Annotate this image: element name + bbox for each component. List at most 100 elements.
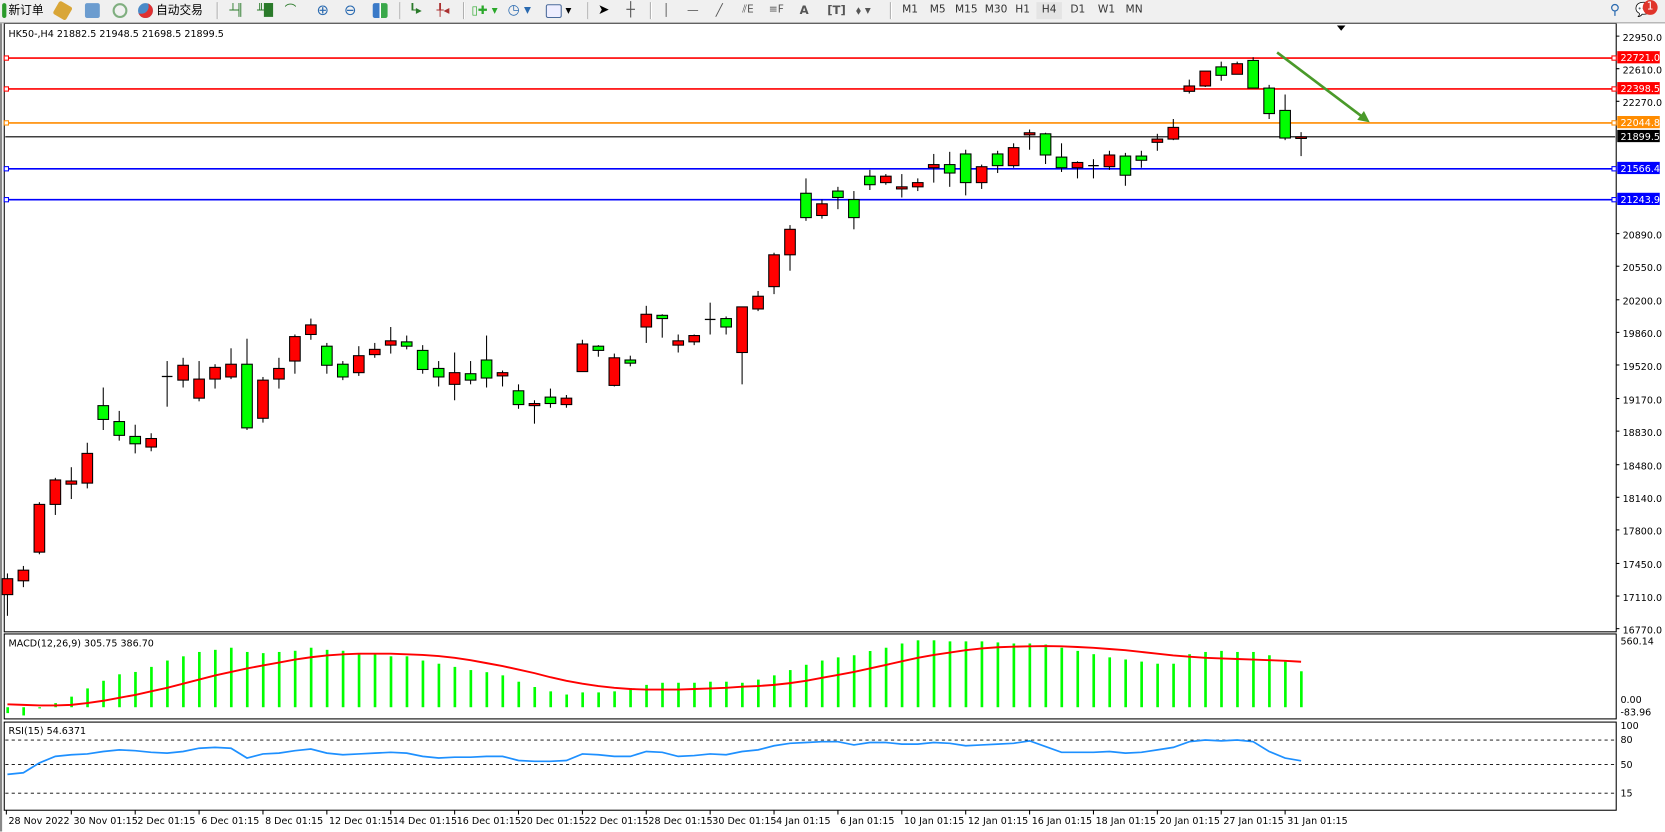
macd-panel-frame[interactable] [3,633,1617,720]
candle-body [640,313,653,328]
candle-body [864,175,876,186]
candle-body [512,390,525,406]
timeframe-w1[interactable]: W1 [1097,4,1116,16]
candle [352,346,365,376]
macd-histogram-bar [405,656,409,708]
macd-histogram-bar [948,641,952,708]
macd-histogram-bar [868,651,872,708]
timeframe-m15[interactable]: M15 [954,4,978,16]
zoom-in-button[interactable]: ⊕ [316,2,328,19]
candle [225,348,237,380]
candle [129,424,142,454]
candle [65,467,78,500]
line-handle-left[interactable] [3,166,10,172]
line-handle-right[interactable] [1611,55,1617,61]
auto-scroll-button[interactable]: ┖▸ [409,2,422,19]
chart-shift-button[interactable]: ╀◂ [436,2,449,19]
line-handle-left[interactable] [3,120,10,126]
candle [241,338,253,430]
candle-body [943,164,956,174]
macd-histogram-bar [182,656,185,708]
vertical-line-button[interactable]: │ [663,2,670,19]
auto-trading-button[interactable]: 自动交易 [138,2,203,19]
candle-body [911,182,924,188]
macd-histogram-bar [357,654,361,708]
new-chart-button[interactable]: ▯✚ ▾ [471,2,497,19]
timeframe-m5[interactable]: M5 [929,4,946,16]
zoom-out-button[interactable]: ⊖ [344,2,356,19]
terminal-button[interactable] [112,2,128,19]
rsi-panel-frame[interactable] [3,721,1617,811]
candle-body [464,373,477,381]
templates-button[interactable]: ▾ [545,2,571,19]
timeframe-h4[interactable]: H4 [1036,2,1062,20]
current-price-label: 21899.5 [1620,132,1659,143]
level-price-label: 22398.5 [1620,84,1659,95]
channel-button[interactable]: ⫽E [742,2,753,19]
navigator-button[interactable] [84,2,100,19]
timeframe-h1[interactable]: H1 [1015,4,1030,16]
text-button[interactable]: A [800,2,809,19]
macd-histogram-bar [166,660,169,708]
auto-scroll-icon: ┖▸ [408,3,422,17]
line-handle-left[interactable] [3,197,10,203]
search-icon: ⚲ [1609,2,1620,19]
trend-arrow-head-icon[interactable] [1357,111,1370,123]
macd-histogram-bar [469,670,473,708]
search-button[interactable]: ⚲ [1610,2,1620,19]
timeframe-mn[interactable]: MN [1125,4,1143,16]
timeframe-m30[interactable]: M30 [984,4,1008,16]
candle-body [975,166,988,184]
macd-histogram-bar [932,640,936,708]
arrows-button[interactable]: ⬧ ▾ [856,2,871,19]
toolbar-separator [587,2,590,20]
horizontal-line-button[interactable]: — [687,2,699,19]
candle-body [1135,155,1148,161]
crosshair-button[interactable]: ┼ [627,2,635,19]
line-chart-button[interactable]: ⌒ [285,2,297,19]
line-handle-right[interactable] [1611,120,1617,126]
line-handle-right[interactable] [1611,86,1617,92]
candle-body [289,336,301,362]
candle [832,186,844,210]
trend-arrow-line[interactable] [1276,51,1366,120]
candle-body [480,359,493,379]
line-handle-right[interactable] [1611,197,1617,203]
line-handle-left[interactable] [3,55,10,61]
candle-body [129,435,142,445]
candle [1215,61,1228,81]
timeframe-d1[interactable]: D1 [1070,4,1086,16]
timeframe-m1[interactable]: M1 [902,4,919,16]
candle-body [145,437,158,448]
chart-area[interactable]: HK50-,H4 21882.5 21948.5 21698.5 21899.5… [0,23,1665,832]
bar-chart-button[interactable]: ┴╢ [229,2,243,19]
text-label-button[interactable]: [T] [827,2,846,19]
time-tick-label: 12 Jan 01:15 [968,816,1028,827]
periodicity-icon: ◷ ▾ [507,2,531,19]
candle-body [305,324,317,336]
candle-body [991,153,1004,167]
macd-histogram-bar [453,666,457,708]
line-handle-right[interactable] [1611,166,1617,172]
tile-windows-button[interactable] [372,2,388,19]
periodicity-button[interactable]: ◷ ▾ [508,2,531,19]
candle-body [672,340,685,346]
fibonacci-button[interactable]: ≡F [769,2,784,19]
market-watch-icon [52,0,73,21]
cursor-button[interactable]: ➤ [598,2,610,19]
macd-histogram-bar [118,674,121,708]
rsi-line [7,739,1302,776]
candle-body [17,569,30,582]
trendline-button[interactable]: ╱ [716,2,723,19]
candle-body [400,341,413,347]
price-tick-label: 18140.0 [1623,494,1662,505]
crosshair-icon: ┼ [626,2,635,19]
candlestick-button[interactable]: ╨█ [257,2,273,19]
price-tick-label: 17110.0 [1623,593,1662,604]
level-price-label: 22044.8 [1620,118,1659,129]
market-watch-button[interactable] [52,0,73,21]
line-handle-left[interactable] [3,86,10,92]
chart-shift-marker-icon[interactable] [1336,25,1346,31]
candle [848,191,860,230]
new-order-button[interactable]: 新订单 [2,2,44,19]
